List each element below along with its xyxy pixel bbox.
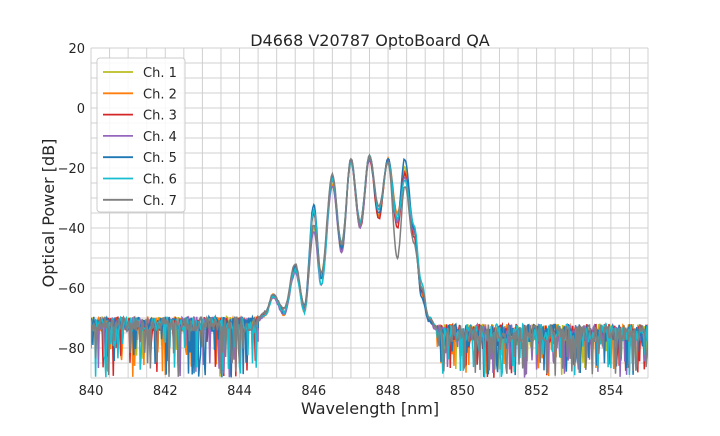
series-line-7 xyxy=(91,153,648,377)
y-tick-label: 20 xyxy=(68,42,85,57)
legend-label: Ch. 5 xyxy=(143,151,177,166)
x-tick-label: 846 xyxy=(301,384,326,399)
y-axis-label: Optical Power [dB] xyxy=(39,139,58,288)
legend-box xyxy=(96,57,186,213)
legend-label: Ch. 2 xyxy=(143,87,177,102)
y-tick-label: 0 xyxy=(77,102,85,117)
y-tick-label: −60 xyxy=(58,282,85,297)
x-tick-label: 850 xyxy=(450,384,475,399)
legend-label: Ch. 3 xyxy=(143,109,177,124)
x-tick-label: 854 xyxy=(598,384,623,399)
x-axis-label: Wavelength [nm] xyxy=(301,399,439,418)
x-tick-label: 848 xyxy=(376,384,401,399)
y-tick-label: −80 xyxy=(58,342,85,357)
legend-label: Ch. 6 xyxy=(143,173,177,188)
y-tick-label: −20 xyxy=(58,162,85,177)
legend: Ch. 1 Ch. 2 Ch. 3 Ch. 4 Ch. 5 Ch. 6 Ch. 7 xyxy=(96,57,186,213)
x-tick-label: 842 xyxy=(153,384,178,399)
legend-label: Ch. 4 xyxy=(143,130,177,145)
x-tick-label: 852 xyxy=(524,384,549,399)
series-lines xyxy=(91,153,648,378)
tick-labels: 840 842 844 846 848 850 852 854 20 0 −20 −40 −60 −80 xyxy=(58,42,624,399)
chart-title: D4668 V20787 OptoBoard QA xyxy=(250,31,490,50)
x-tick-label: 840 xyxy=(79,384,104,399)
y-tick-label: −40 xyxy=(58,222,85,237)
legend-label: Ch. 1 xyxy=(143,66,177,81)
x-tick-label: 844 xyxy=(227,384,252,399)
legend-label: Ch. 7 xyxy=(143,194,177,209)
